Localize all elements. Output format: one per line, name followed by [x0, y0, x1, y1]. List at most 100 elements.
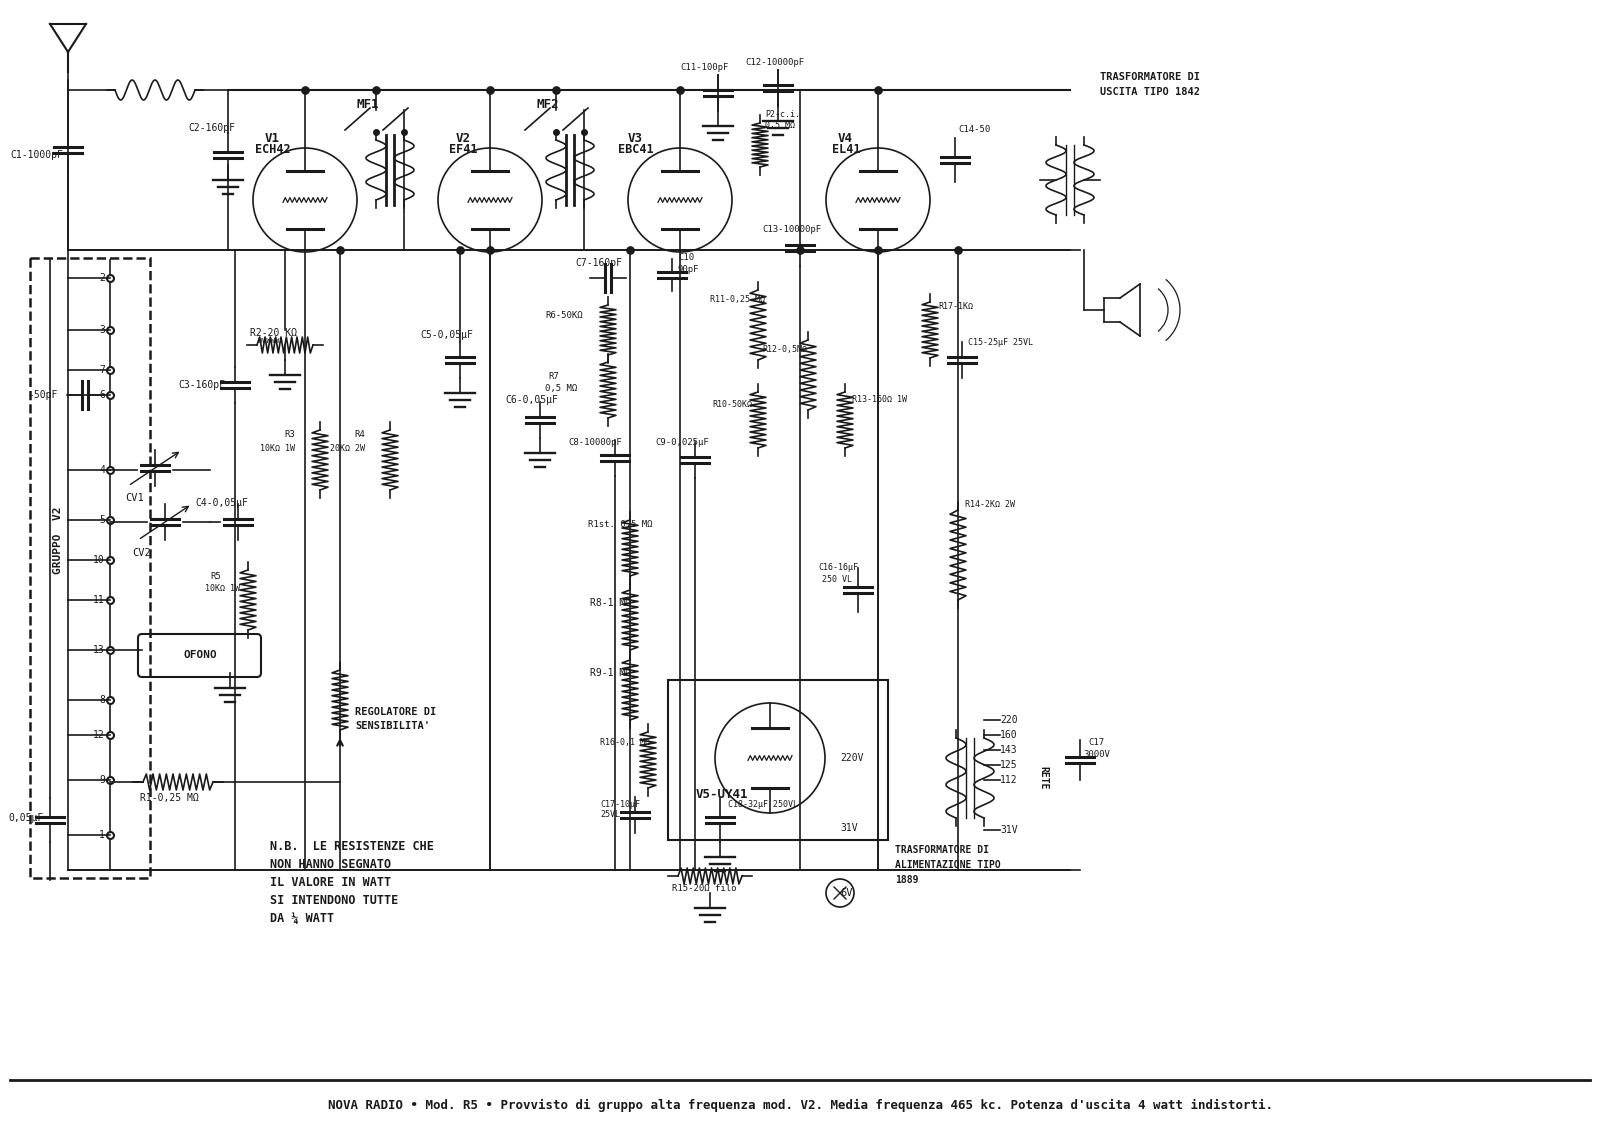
Text: 1889: 1889: [894, 875, 918, 884]
Text: 125: 125: [1000, 760, 1018, 770]
Text: N.B.  LE RESISTENZE CHE: N.B. LE RESISTENZE CHE: [270, 840, 434, 853]
Text: C2-160pF: C2-160pF: [189, 123, 235, 133]
Text: 6V: 6V: [840, 888, 853, 898]
Text: C12-10000pF: C12-10000pF: [746, 58, 805, 67]
Text: R8-1 MΩ: R8-1 MΩ: [590, 598, 630, 608]
Text: 9: 9: [99, 775, 106, 785]
Text: R14-2KΩ 2W: R14-2KΩ 2W: [965, 500, 1014, 509]
Text: C17-10μF
25VL: C17-10μF 25VL: [600, 800, 640, 819]
Text: CV2: CV2: [133, 549, 152, 558]
Text: GRUPPO  V2: GRUPPO V2: [53, 507, 62, 573]
Text: R2-20 KΩ: R2-20 KΩ: [250, 328, 298, 338]
Text: 7: 7: [99, 365, 106, 375]
Text: 31V: 31V: [1000, 824, 1018, 835]
Text: SI INTENDONO TUTTE: SI INTENDONO TUTTE: [270, 893, 398, 907]
Text: 0,5 MΩ: 0,5 MΩ: [546, 385, 578, 392]
Text: 4: 4: [99, 465, 106, 475]
Text: R1st. 0,5 MΩ: R1st. 0,5 MΩ: [589, 520, 653, 529]
Text: 20KΩ 2W: 20KΩ 2W: [330, 444, 365, 454]
Text: 11: 11: [93, 595, 106, 605]
Text: 220V: 220V: [840, 753, 864, 763]
Text: 90pF: 90pF: [678, 265, 699, 274]
Text: 6: 6: [99, 390, 106, 400]
Text: C5-0,05μF: C5-0,05μF: [419, 330, 474, 340]
Text: 8: 8: [99, 696, 106, 705]
Text: V3: V3: [627, 132, 643, 145]
Text: C7-160pF: C7-160pF: [574, 258, 622, 268]
Text: R6-50KΩ: R6-50KΩ: [546, 311, 582, 319]
Text: ALIMENTAZIONE TIPO: ALIMENTAZIONE TIPO: [894, 860, 1000, 870]
Text: C3-160pF: C3-160pF: [178, 380, 226, 390]
Text: NON HANNO SEGNATO: NON HANNO SEGNATO: [270, 858, 390, 871]
Text: R7: R7: [547, 372, 558, 381]
Text: EL41: EL41: [832, 143, 861, 156]
Text: 31V: 31V: [840, 823, 858, 834]
Text: TRASFORMATORE DI: TRASFORMATORE DI: [1101, 72, 1200, 83]
Text: EBC41: EBC41: [618, 143, 654, 156]
Text: C11-100pF: C11-100pF: [680, 63, 728, 72]
Text: 5: 5: [99, 515, 106, 525]
Text: 250 VL: 250 VL: [822, 575, 851, 584]
Text: 160: 160: [1000, 729, 1018, 740]
Text: C1-1000pF: C1-1000pF: [10, 150, 62, 159]
Text: 10: 10: [93, 555, 106, 566]
Text: R4: R4: [354, 430, 365, 439]
Text: REGOLATORE DI: REGOLATORE DI: [355, 707, 437, 717]
Text: 220: 220: [1000, 715, 1018, 725]
Text: R3: R3: [285, 430, 294, 439]
Text: 0,05μF: 0,05μF: [8, 813, 43, 823]
Text: R15-20Ω filo: R15-20Ω filo: [672, 884, 736, 893]
Text: C14-50: C14-50: [958, 126, 990, 133]
Text: 10KΩ 1W: 10KΩ 1W: [259, 444, 294, 454]
Text: 1: 1: [99, 830, 106, 840]
Text: ECH42: ECH42: [254, 143, 291, 156]
Text: R16-0,1 MΩ: R16-0,1 MΩ: [600, 739, 650, 746]
Text: C8-10000pF: C8-10000pF: [568, 438, 622, 447]
Text: C13-10000pF: C13-10000pF: [762, 225, 821, 234]
Text: MF1: MF1: [357, 98, 379, 111]
Text: R11-0,25 MΩ: R11-0,25 MΩ: [710, 295, 765, 304]
Text: RETE: RETE: [1038, 766, 1048, 789]
Text: C10: C10: [678, 253, 694, 262]
Text: 0,5 MΩ: 0,5 MΩ: [765, 121, 795, 130]
Text: P2-c.i.: P2-c.i.: [765, 110, 800, 119]
Text: C6-0,05μF: C6-0,05μF: [506, 395, 558, 405]
Text: WWWWW: WWWWW: [258, 338, 280, 344]
Text: 10KΩ 1W: 10KΩ 1W: [205, 584, 240, 593]
Text: R5: R5: [210, 572, 221, 581]
Text: 143: 143: [1000, 745, 1018, 756]
Text: R17-1KΩ: R17-1KΩ: [938, 302, 973, 311]
Text: C17: C17: [1088, 739, 1104, 746]
Text: C4-0,05μF: C4-0,05μF: [195, 498, 248, 508]
Text: V5-UY41: V5-UY41: [696, 788, 749, 801]
Text: USCITA TIPO 1842: USCITA TIPO 1842: [1101, 87, 1200, 97]
Text: C18-32μF 250VL: C18-32μF 250VL: [728, 800, 798, 809]
Text: 112: 112: [1000, 775, 1018, 785]
Text: R10-50KΩ: R10-50KΩ: [712, 400, 752, 409]
Text: MF2: MF2: [536, 98, 560, 111]
Text: V2: V2: [456, 132, 470, 145]
Text: OFONO: OFONO: [182, 650, 218, 661]
Text: 12: 12: [93, 729, 106, 740]
Text: R1-0,25 MΩ: R1-0,25 MΩ: [141, 793, 198, 803]
Text: -50pF: -50pF: [29, 390, 58, 400]
Text: R9-1 MΩ: R9-1 MΩ: [590, 668, 630, 677]
Text: 3: 3: [99, 325, 106, 335]
Text: NOVA RADIO • Mod. R5 • Provvisto di gruppo alta frequenza mod. V2. Media frequen: NOVA RADIO • Mod. R5 • Provvisto di grup…: [328, 1098, 1272, 1112]
Bar: [669, 680, 888, 840]
Text: DA ¼ WATT: DA ¼ WATT: [270, 912, 334, 925]
Text: 2: 2: [99, 273, 106, 283]
Text: C9-0,025μF: C9-0,025μF: [654, 438, 709, 447]
Text: C16-16μF: C16-16μF: [818, 563, 858, 572]
Text: C15-25μF 25VL: C15-25μF 25VL: [968, 338, 1034, 347]
Text: 13: 13: [93, 645, 106, 655]
Text: 3000V: 3000V: [1083, 750, 1110, 759]
Text: V4: V4: [838, 132, 853, 145]
Text: SENSIBILITA': SENSIBILITA': [355, 720, 430, 731]
Text: IL VALORE IN WATT: IL VALORE IN WATT: [270, 877, 390, 889]
Text: TRASFORMATORE DI: TRASFORMATORE DI: [894, 845, 989, 855]
Text: R13-160Ω 1W: R13-160Ω 1W: [851, 395, 907, 404]
Text: V1: V1: [266, 132, 280, 145]
Text: R12-0,5MΩ: R12-0,5MΩ: [762, 345, 806, 354]
Text: CV1: CV1: [126, 493, 144, 503]
